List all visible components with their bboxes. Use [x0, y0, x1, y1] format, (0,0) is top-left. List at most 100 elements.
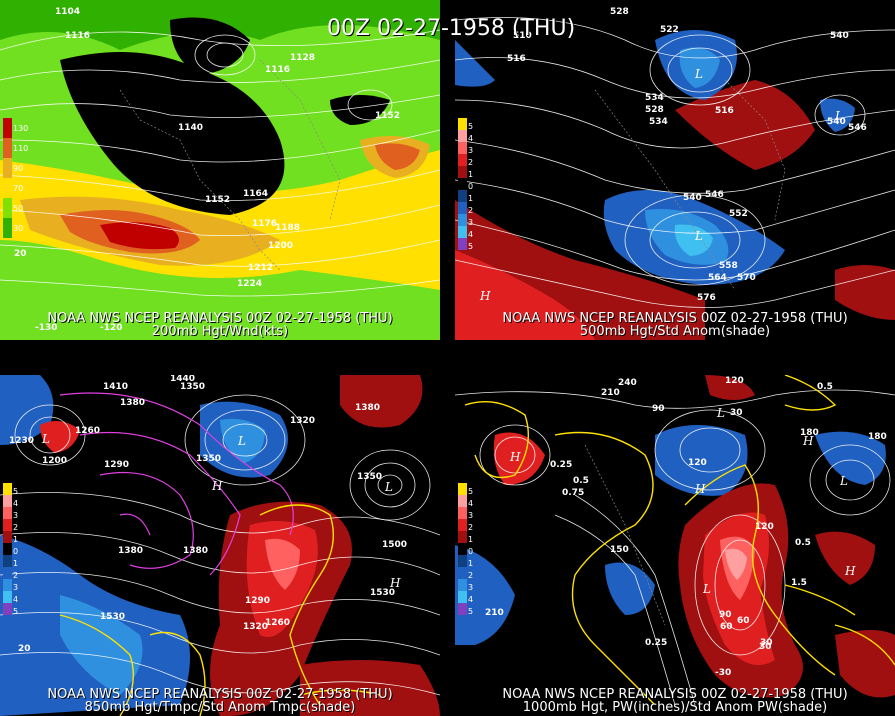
contour-label: 1.5	[791, 578, 807, 588]
contour-label: 1224	[237, 279, 262, 289]
contour-label: 1380	[120, 398, 145, 408]
contour-label: 20	[18, 644, 31, 654]
colorbar-1000mb	[458, 483, 467, 615]
panel-subcaption: 850mb Hgt/Tmpc/Std Anom Tmpc(shade)	[84, 700, 356, 715]
panel-caption: NOAA NWS NCEP REANALYSIS 00Z 02-27-1958 …	[47, 687, 393, 702]
axis-label: -130	[35, 323, 58, 333]
contour-label: 1380	[183, 546, 208, 556]
colorbar-label: 50	[13, 204, 24, 213]
map-850mb: 1410 1440 1350 1380 1230 1260 1200 1290 …	[0, 375, 440, 716]
low-pressure-marker: L	[716, 406, 725, 420]
colorbar-label: 1	[468, 559, 474, 568]
low-pressure-marker: L	[694, 67, 703, 81]
contour-label: 210	[485, 608, 504, 618]
panel-subcaption: 200mb Hgt/Wnd(kts)	[151, 324, 289, 339]
contour-label: 1152	[375, 111, 400, 121]
contour-label: 1410	[103, 382, 128, 392]
contour-label: 1116	[65, 31, 90, 41]
colorbar-label: 4	[468, 595, 474, 604]
panel-caption: NOAA NWS NCEP REANALYSIS 00Z 02-27-1958 …	[502, 687, 848, 702]
contour-label: 210	[601, 388, 620, 398]
colorbar-label: 30	[13, 224, 24, 233]
contour-label: 546	[848, 123, 867, 133]
low-pressure-marker: L	[694, 229, 703, 243]
map-1000mb: 240 210 120 180 90 30 120 180 150 120 0.…	[455, 375, 895, 716]
high-pressure-marker: H	[479, 289, 491, 303]
colorbar-label: 5	[468, 242, 474, 251]
contour-label: 1320	[290, 416, 315, 426]
contour-label: 1152	[205, 195, 230, 205]
colorbar-label: 1	[13, 535, 19, 544]
low-pressure-marker: L	[702, 582, 711, 596]
contour-label: 60	[720, 622, 733, 632]
contour-label: 60	[737, 616, 750, 626]
colorbar-label: 4	[13, 499, 19, 508]
contour-label: 1116	[265, 65, 290, 75]
colorbar-label: 1	[468, 194, 474, 203]
colorbar-label: 2	[468, 571, 474, 580]
high-pressure-marker: H	[844, 564, 856, 578]
contour-label: 30	[759, 642, 772, 652]
contour-label: 30	[760, 638, 773, 648]
contour-label: 528	[645, 105, 664, 115]
contour-label: 510	[513, 31, 532, 41]
colorbar-label: 1	[468, 170, 474, 179]
contour-label: 516	[715, 106, 734, 116]
panel-500mb: 528 522 510 516 540 528 534 516 540 546 …	[455, 0, 895, 340]
contour-label: 1380	[118, 546, 143, 556]
colorbar-label: 3	[13, 583, 19, 592]
contour-label: 528	[610, 7, 629, 17]
colorbar-label: 0	[468, 182, 474, 191]
colorbar-label: 5	[468, 487, 474, 496]
contour-label: 540	[827, 117, 846, 127]
high-pressure-marker: H	[389, 576, 401, 590]
low-pressure-marker: L	[384, 480, 393, 494]
contour-label: 30	[730, 408, 743, 418]
colorbar-label: 130	[13, 124, 29, 133]
high-pressure-marker: H	[694, 482, 706, 496]
panel-subcaption: 500mb Hgt/Std Anom(shade)	[579, 324, 771, 339]
colorbar-label: 2	[468, 158, 474, 167]
contour-label: 1212	[248, 263, 273, 273]
contour-label: 0.5	[795, 538, 811, 548]
high-pressure-marker: H	[802, 434, 814, 448]
contour-label: 1104	[55, 7, 80, 17]
contour-label: 0.5	[573, 476, 589, 486]
colorbar-label: 4	[468, 499, 474, 508]
map-200mb: 1104 1116 1128 1116 1140 1152 1164 1176 …	[0, 0, 440, 340]
colorbar-label: 2	[13, 523, 19, 532]
contour-label: 546	[705, 190, 724, 200]
contour-label: 534	[649, 117, 668, 127]
colorbar-label: 1	[13, 559, 19, 568]
contour-label: 516	[507, 54, 526, 64]
colorbar-850mb	[3, 483, 12, 615]
contour-label: 0.5	[817, 382, 833, 392]
colorbar-label: 3	[468, 218, 474, 227]
axis-label: 20	[14, 249, 27, 259]
colorbar-label: 1	[468, 535, 474, 544]
colorbar-label: 2	[468, 206, 474, 215]
low-pressure-marker: L	[834, 109, 843, 123]
low-pressure-marker: L	[839, 474, 848, 488]
contour-label: 180	[868, 432, 887, 442]
contour-label: 558	[719, 261, 738, 271]
contour-label: 1140	[178, 123, 203, 133]
colorbar-label: 0	[468, 547, 474, 556]
page-title: 00Z 02-27-1958 (THU)	[327, 16, 576, 41]
axis-label: -120	[100, 323, 123, 333]
contour-label: 1500	[382, 540, 407, 550]
contour-label: 1260	[75, 426, 100, 436]
contour-label: 576	[697, 293, 716, 303]
map-500mb: 528 522 510 516 540 528 534 516 540 546 …	[455, 0, 895, 340]
contour-label: 120	[725, 376, 744, 386]
contour-label: 1290	[245, 596, 270, 606]
panel-200mb: 1104 1116 1128 1116 1140 1152 1164 1176 …	[0, 0, 440, 340]
contour-label: 0.25	[550, 460, 572, 470]
colorbar-label: 4	[13, 595, 19, 604]
contour-label: 540	[683, 193, 702, 203]
contour-label: 90	[652, 404, 665, 414]
colorbar-label: 5	[13, 487, 19, 496]
contour-label: 1200	[42, 456, 67, 466]
contour-label: 120	[688, 458, 707, 468]
panel-caption: NOAA NWS NCEP REANALYSIS 00Z 02-27-1958 …	[502, 311, 848, 326]
